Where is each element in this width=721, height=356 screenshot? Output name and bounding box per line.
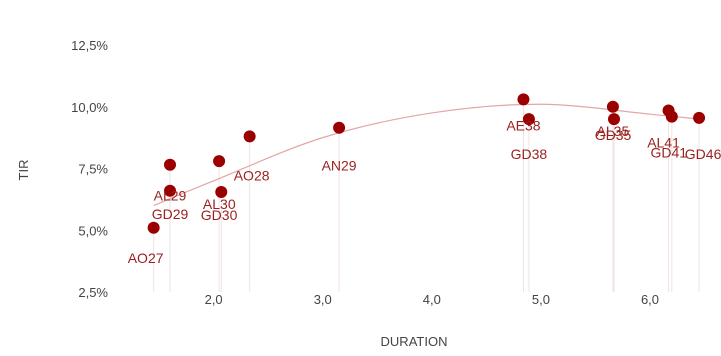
x-tick-label: 4,0 [423, 292, 441, 307]
data-point-al29 [164, 184, 176, 197]
y-axis-title: TIR [16, 160, 31, 181]
data-point-an29 [333, 121, 346, 134]
data-point-gd41 [665, 110, 678, 123]
x-axis-title: DURATION [381, 334, 448, 349]
data-point-ao28 [243, 130, 256, 143]
data-label-al29: AL29 [154, 188, 187, 204]
data-label-gd46: GD46 [685, 146, 721, 162]
data-label-an29: AN29 [322, 158, 357, 174]
data-point-gd35 [608, 113, 620, 126]
y-tick-label: 10,0% [71, 100, 108, 115]
x-tick-label: 6,0 [641, 292, 659, 307]
data-label-ae38: AE38 [506, 117, 540, 133]
x-tick-label: 2,0 [205, 292, 223, 307]
data-label-gd35: GD35 [595, 127, 632, 143]
data-label-al35: AL35 [597, 123, 630, 139]
data-label-al30: AL30 [203, 196, 236, 212]
data-point-al30 [215, 185, 228, 198]
data-point-gd29 [164, 158, 176, 171]
y-tick-label: 2,5% [78, 285, 108, 300]
y-tick-labels: 2,5% 5,0% 7,5% 10,0% 12,5% [71, 38, 108, 300]
data-label-ao27: AO27 [128, 250, 164, 266]
data-point-gd46 [693, 111, 706, 124]
y-tick-label: 12,5% [71, 38, 108, 53]
data-label-gd29: GD29 [152, 206, 189, 222]
data-label-ao28: AO28 [234, 167, 270, 183]
data-point-gd38 [522, 113, 535, 126]
data-points [147, 93, 706, 234]
data-point-al35 [606, 100, 619, 113]
data-point-ae38 [517, 93, 530, 106]
y-tick-label: 5,0% [78, 223, 108, 238]
x-tick-label: 3,0 [314, 292, 332, 307]
data-label-gd38: GD38 [511, 146, 548, 162]
data-label-al41: AL41 [647, 134, 680, 150]
data-label-gd41: GD41 [651, 145, 688, 161]
trendline [153, 103, 700, 207]
x-tick-label: 5,0 [532, 292, 550, 307]
y-tick-label: 7,5% [78, 162, 108, 177]
x-tick-labels: 2,0 3,0 4,0 5,0 6,0 [205, 292, 659, 307]
data-label-gd30: GD30 [201, 207, 238, 223]
point-stems [153, 99, 700, 292]
data-point-ao27 [147, 221, 160, 234]
data-point-gd30 [213, 155, 226, 168]
